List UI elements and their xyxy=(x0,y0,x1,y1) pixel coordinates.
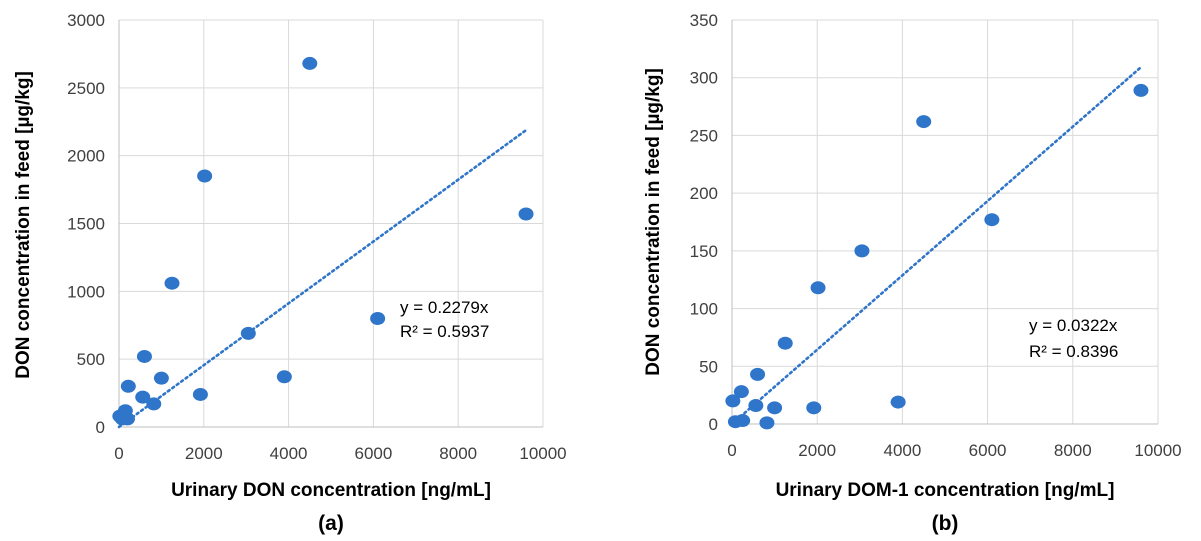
y-tick-label: 200 xyxy=(690,184,718,203)
scatter-panel-a: 0 500 1000 1500 2000 2500 3000 0 2000 4000 6000 80… xyxy=(13,11,567,535)
y-tick-label: 2000 xyxy=(67,147,105,166)
data-point xyxy=(302,56,318,70)
grid-lines-a xyxy=(119,19,544,427)
trendline xyxy=(117,128,528,429)
data-point xyxy=(890,395,906,409)
panel-label-a: (a) xyxy=(318,512,344,535)
y-tick-labels-b: 0 50 100 150 200 250 300 350 xyxy=(690,11,718,434)
data-point xyxy=(1133,83,1149,97)
y-tick-label: 150 xyxy=(690,242,718,261)
y-tick-label: 1000 xyxy=(67,282,105,301)
panel-label-b: (b) xyxy=(932,512,959,535)
data-point xyxy=(854,244,870,258)
y-tick-label: 1500 xyxy=(67,215,105,234)
data-point xyxy=(777,336,793,350)
r-squared-label-b: R² = 0.8396 xyxy=(1029,342,1118,361)
data-points-b xyxy=(725,83,1149,430)
trendline-equation-a: y = 0.2279x xyxy=(400,298,489,317)
data-point xyxy=(759,416,775,430)
data-point xyxy=(725,394,741,408)
data-point xyxy=(119,412,135,426)
data-point xyxy=(136,349,152,363)
y-tick-label: 2500 xyxy=(67,79,105,98)
y-axis-title-a: DON concentration in feed [µg/kg] xyxy=(13,71,34,379)
data-point xyxy=(810,281,826,295)
data-point xyxy=(984,213,1000,227)
data-point xyxy=(733,385,749,399)
data-point xyxy=(197,169,213,183)
trendline-b xyxy=(730,65,1143,426)
y-tick-label: 3000 xyxy=(67,11,105,30)
data-point xyxy=(240,326,256,340)
data-point xyxy=(750,367,766,381)
x-tick-label: 0 xyxy=(727,441,736,460)
y-tick-label: 250 xyxy=(690,126,718,145)
x-tick-label: 6000 xyxy=(969,441,1007,460)
x-tick-label: 8000 xyxy=(439,444,477,463)
y-tick-label: 350 xyxy=(690,11,718,30)
trendline xyxy=(730,65,1143,426)
scatter-panel-b: 0 50 100 150 200 250 300 350 0 2000 4000 6000 8000 1… xyxy=(643,11,1182,535)
y-tick-label: 0 xyxy=(709,415,718,434)
x-tick-label: 10000 xyxy=(1134,441,1181,460)
data-point xyxy=(135,390,151,404)
data-point xyxy=(146,397,162,411)
data-point xyxy=(153,371,169,385)
data-point xyxy=(518,207,534,221)
data-point xyxy=(916,115,932,129)
x-tick-label: 2000 xyxy=(185,444,223,463)
data-point xyxy=(735,414,751,428)
x-axis-title-a: Urinary DON concentration [ng/mL] xyxy=(171,480,491,501)
x-tick-label: 6000 xyxy=(354,444,392,463)
r-squared-label-a: R² = 0.5937 xyxy=(400,322,489,341)
y-tick-label: 0 xyxy=(96,418,105,437)
data-points-a xyxy=(112,56,534,426)
data-point xyxy=(276,370,292,384)
x-axis-title-b: Urinary DOM-1 concentration [ng/mL] xyxy=(776,480,1115,501)
x-tick-label: 2000 xyxy=(798,441,836,460)
x-tick-label: 0 xyxy=(114,444,123,463)
data-point xyxy=(748,399,764,413)
x-tick-labels-a: 0 2000 4000 6000 8000 10000 xyxy=(114,444,566,463)
data-point xyxy=(370,311,386,325)
y-tick-label: 50 xyxy=(699,357,718,376)
x-tick-labels-b: 0 2000 4000 6000 8000 10000 xyxy=(727,441,1181,460)
data-point xyxy=(164,276,180,290)
y-tick-label: 500 xyxy=(77,350,105,369)
data-point xyxy=(120,379,136,393)
plot-area-b xyxy=(731,20,1158,425)
data-point xyxy=(806,401,822,415)
y-tick-labels-a: 0 500 1000 1500 2000 2500 3000 xyxy=(67,11,105,437)
x-tick-label: 10000 xyxy=(519,444,566,463)
y-tick-label: 300 xyxy=(690,69,718,88)
plot-area-a xyxy=(118,20,543,428)
trendline-a xyxy=(117,128,528,429)
grid-lines-b xyxy=(732,19,1159,424)
x-tick-label: 4000 xyxy=(883,441,921,460)
data-point xyxy=(192,387,208,401)
data-point xyxy=(767,401,783,415)
y-axis-title-b: DON concentration in feed [µg/kg] xyxy=(643,68,664,376)
x-tick-label: 4000 xyxy=(270,444,308,463)
y-tick-label: 100 xyxy=(690,300,718,319)
x-tick-label: 8000 xyxy=(1054,441,1092,460)
trendline-equation-b: y = 0.0322x xyxy=(1029,316,1118,335)
